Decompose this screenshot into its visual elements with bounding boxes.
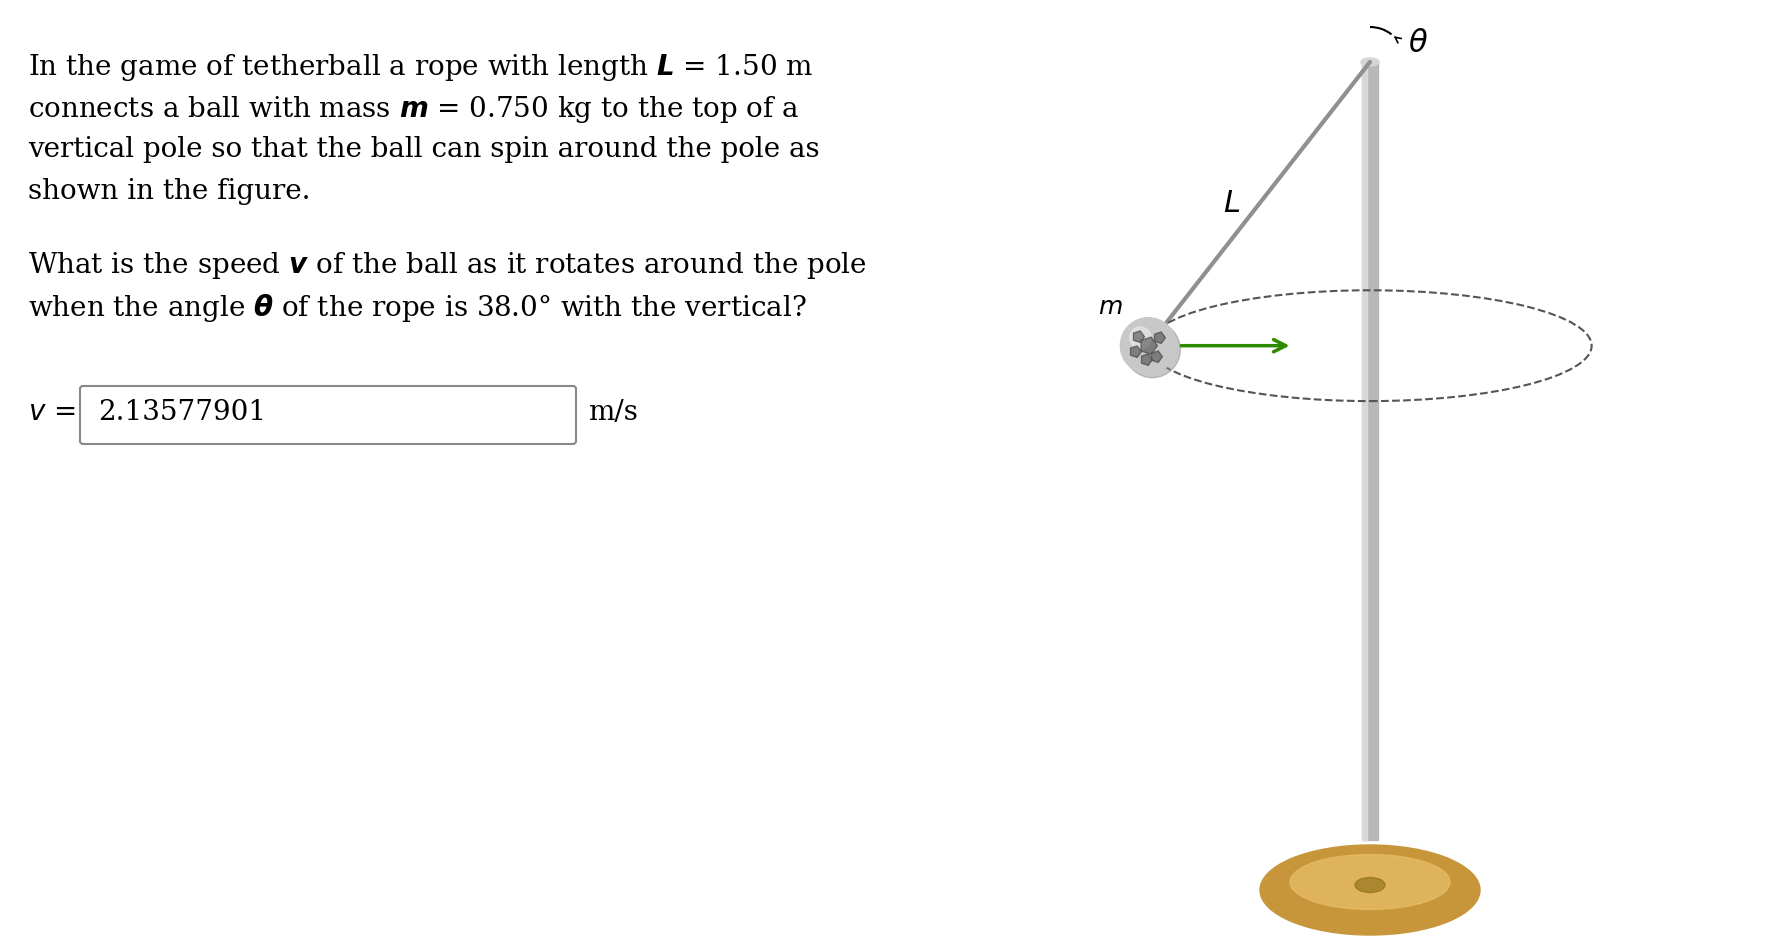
Ellipse shape xyxy=(1355,878,1385,893)
Text: when the angle $\boldsymbol{\theta}$ of the rope is 38.0° with the vertical?: when the angle $\boldsymbol{\theta}$ of … xyxy=(28,292,807,324)
Bar xyxy=(1362,62,1367,840)
Bar xyxy=(1362,62,1377,840)
Polygon shape xyxy=(1141,337,1157,354)
Circle shape xyxy=(1130,327,1151,348)
Text: 2.13577901: 2.13577901 xyxy=(97,400,267,426)
Ellipse shape xyxy=(1259,845,1480,935)
Text: shown in the figure.: shown in the figure. xyxy=(28,178,311,205)
Text: $\theta$: $\theta$ xyxy=(1408,29,1429,59)
FancyBboxPatch shape xyxy=(79,386,576,444)
Text: connects a ball with mass $\boldsymbol{m}$ = 0.750 kg to the top of a: connects a ball with mass $\boldsymbol{m… xyxy=(28,94,800,125)
Text: $L$: $L$ xyxy=(1222,188,1240,219)
Text: vertical pole so that the ball can spin around the pole as: vertical pole so that the ball can spin … xyxy=(28,136,819,163)
Ellipse shape xyxy=(1289,855,1450,909)
Text: m/s: m/s xyxy=(588,400,638,426)
Polygon shape xyxy=(1151,351,1162,363)
Circle shape xyxy=(1120,318,1176,374)
Polygon shape xyxy=(1134,331,1144,343)
Polygon shape xyxy=(1130,346,1141,357)
Text: $m$: $m$ xyxy=(1098,296,1123,319)
Circle shape xyxy=(1125,322,1180,378)
Polygon shape xyxy=(1155,332,1166,344)
Text: $v$ =: $v$ = xyxy=(28,400,76,426)
Ellipse shape xyxy=(1362,58,1379,66)
Text: In the game of tetherball a rope with length $\boldsymbol{L}$ = 1.50 m: In the game of tetherball a rope with le… xyxy=(28,52,812,83)
Polygon shape xyxy=(1141,354,1153,366)
Text: What is the speed $\boldsymbol{v}$ of the ball as it rotates around the pole: What is the speed $\boldsymbol{v}$ of th… xyxy=(28,250,867,281)
